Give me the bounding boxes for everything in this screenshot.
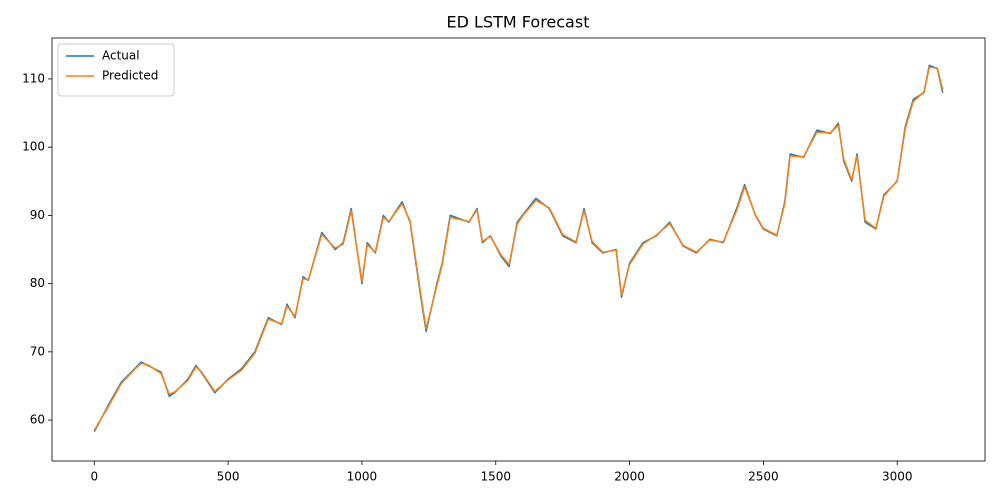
x-tick-label: 1000 <box>347 470 378 484</box>
y-tick-label: 80 <box>30 276 45 290</box>
x-tick-label: 3000 <box>882 470 913 484</box>
axes-frame <box>51 37 986 462</box>
x-tick-label: 1500 <box>480 470 511 484</box>
legend-box <box>57 43 175 97</box>
x-tick-label: 0 <box>90 470 98 484</box>
x-tick-label: 2500 <box>748 470 779 484</box>
chart-title: ED LSTM Forecast <box>447 13 590 32</box>
series-line <box>93 66 944 431</box>
legend-label: Actual <box>102 49 140 63</box>
y-tick-label: 110 <box>22 71 45 85</box>
y-tick-label: 100 <box>22 140 45 154</box>
series-line <box>93 64 944 433</box>
y-tick-label: 70 <box>30 344 45 358</box>
legend-label: Predicted <box>102 69 158 83</box>
y-tick-label: 60 <box>30 413 45 427</box>
y-tick-label: 90 <box>30 208 45 222</box>
x-tick-label: 2000 <box>614 470 645 484</box>
x-tick-label: 500 <box>217 470 240 484</box>
